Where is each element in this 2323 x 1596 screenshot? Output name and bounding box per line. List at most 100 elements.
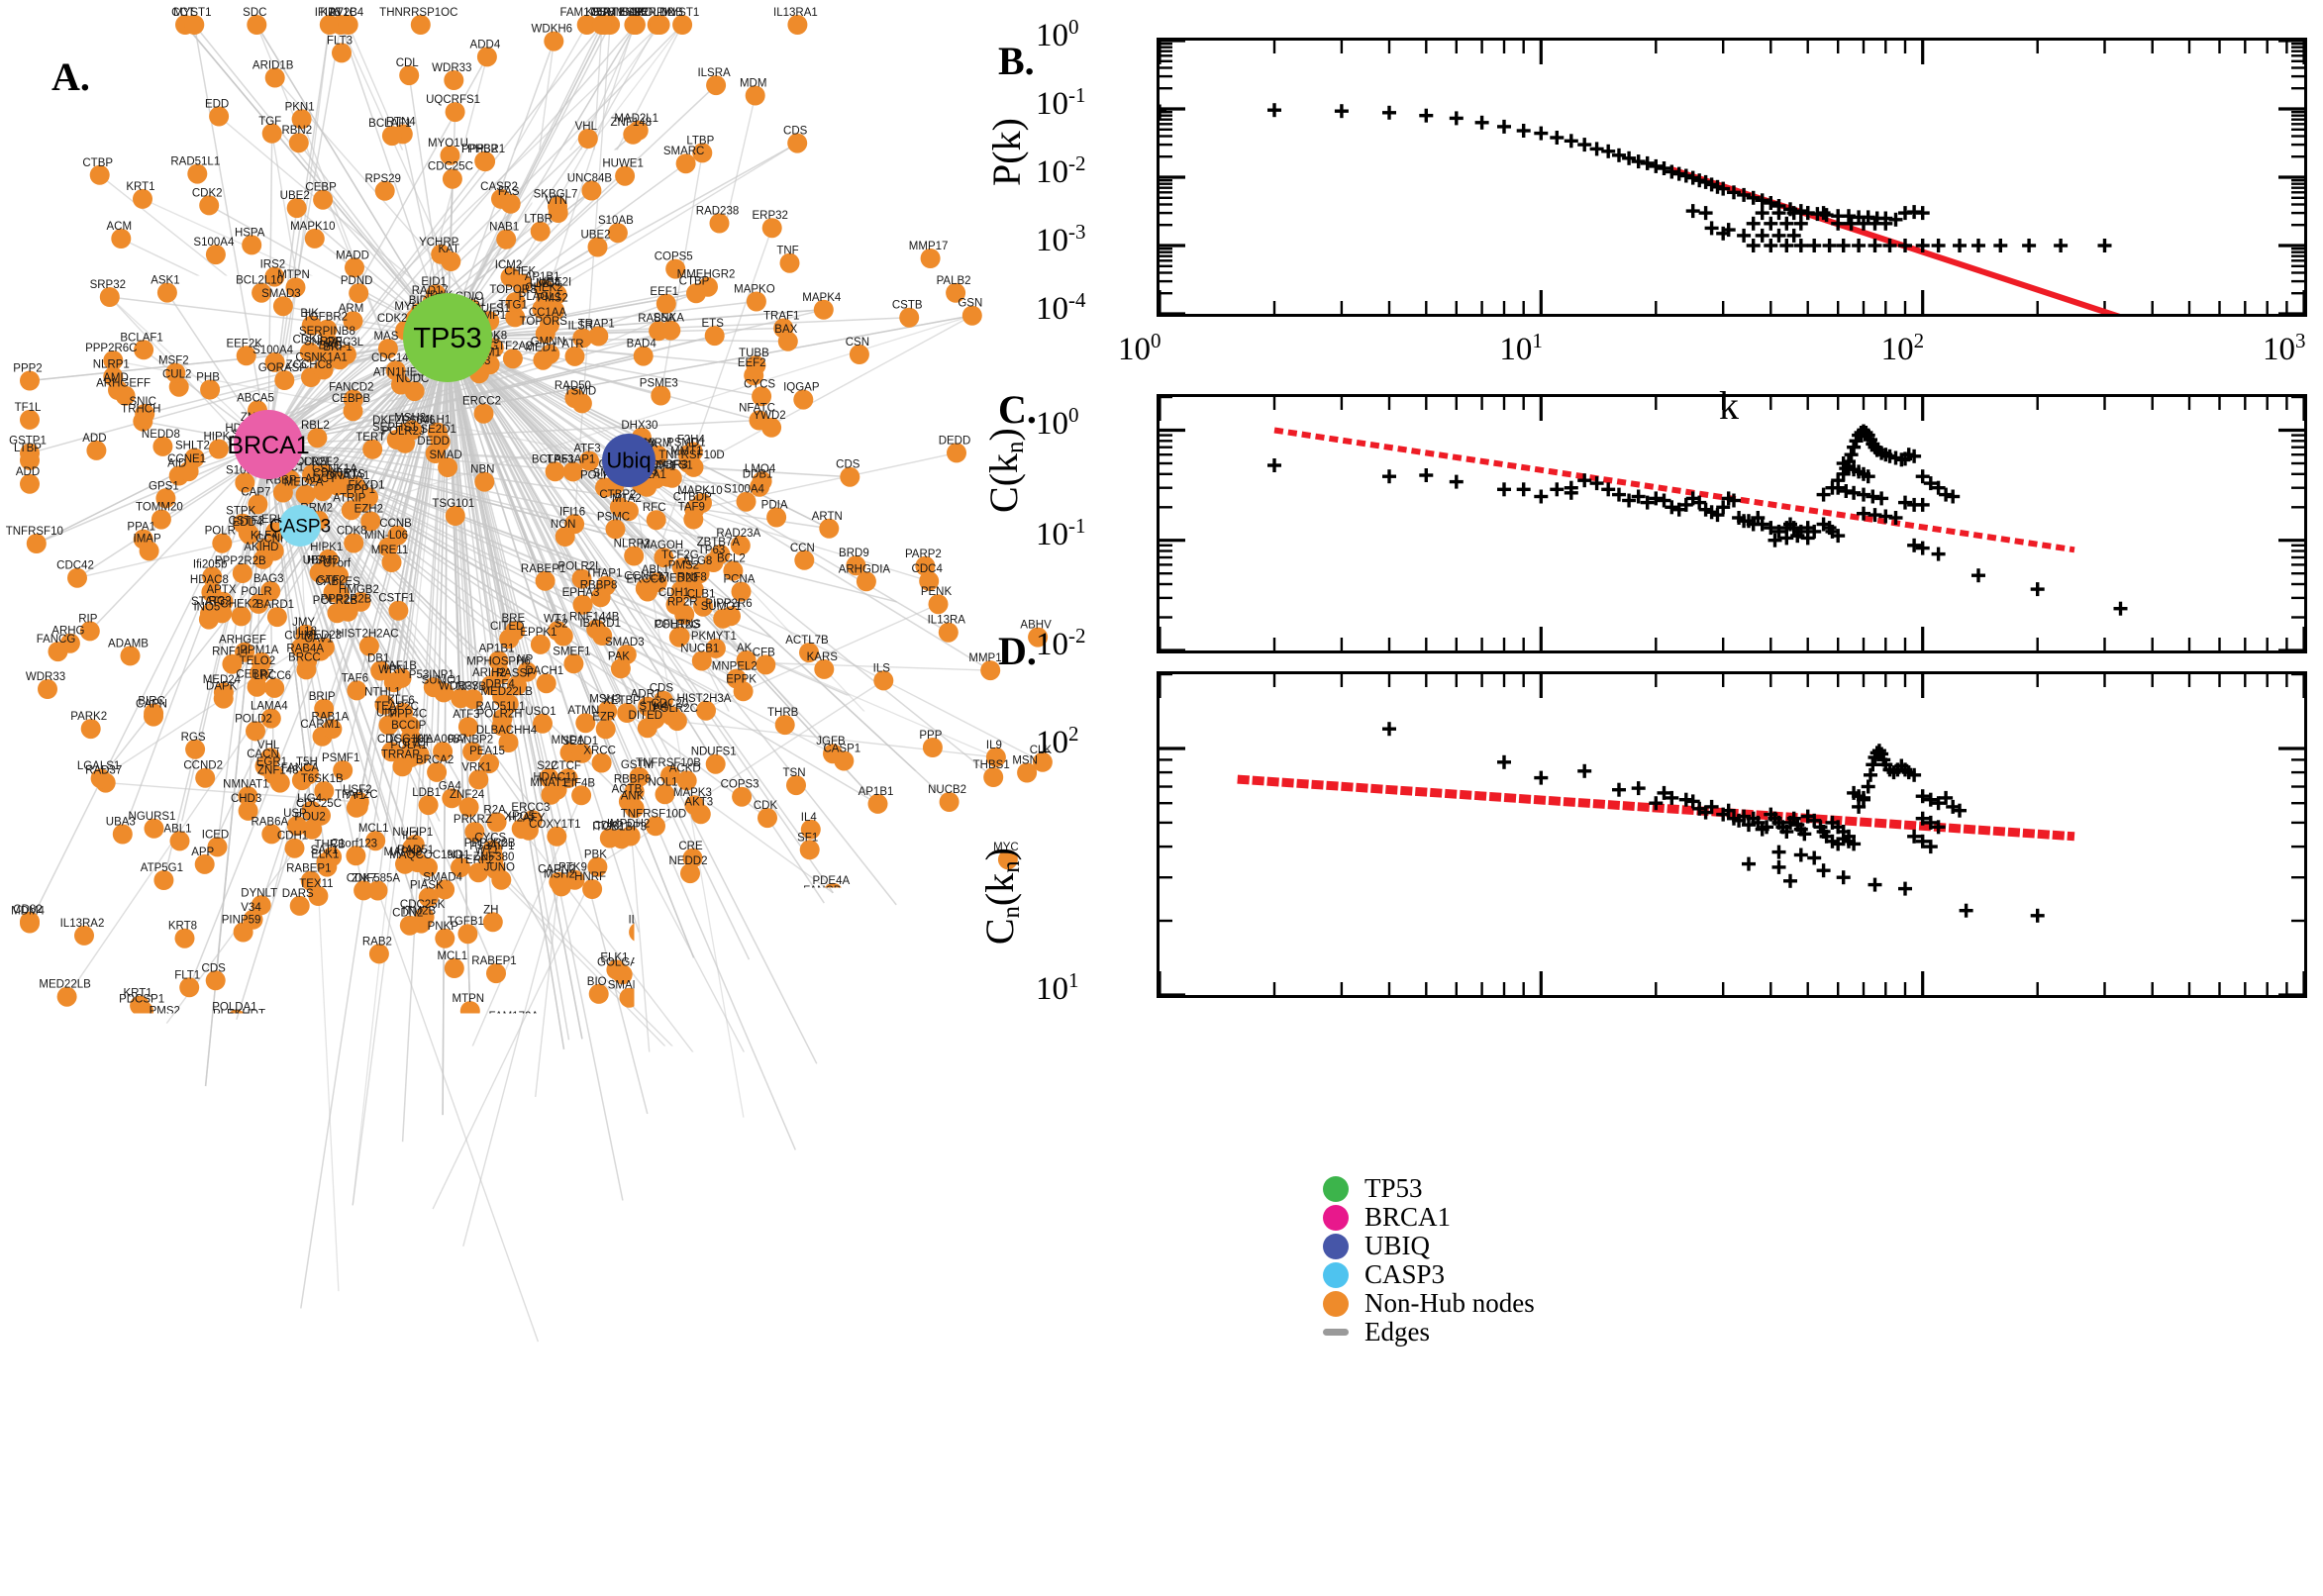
- panel-c-ytick-2: 10-2: [1036, 624, 1086, 663]
- data-point: [1857, 488, 1870, 502]
- network-node-label: CYCS: [744, 378, 775, 390]
- data-point: [1807, 239, 1821, 252]
- legend-label: Non-Hub nodes: [1364, 1290, 1535, 1317]
- network-node-label: THRB: [767, 707, 799, 719]
- network-node-label: CSN: [846, 337, 869, 349]
- network-node-label: CHEK: [504, 266, 536, 278]
- data-point: [1868, 878, 1882, 892]
- network-node-label: IL13RA: [928, 615, 966, 627]
- network-node-label: ATF3: [573, 444, 600, 455]
- network-node-label: NAB1: [489, 222, 519, 234]
- network-node-label: SDC: [243, 7, 266, 19]
- data-point: [1550, 482, 1564, 496]
- network-node-label: NON: [551, 519, 576, 531]
- network-node-label: LTBR: [524, 214, 553, 226]
- panel-b-ylabel: P(k): [983, 118, 1030, 186]
- network-node-label: CDS: [836, 459, 860, 471]
- network-node-label: ARHGDIA: [839, 563, 891, 575]
- network-node-label: IMAP: [134, 533, 161, 545]
- network-node-label: CCT: [601, 1121, 625, 1133]
- network-node-label: IBARD1: [579, 618, 621, 630]
- network-node-label: MED22LB: [39, 979, 91, 991]
- hub-node-label: TP53: [413, 323, 481, 354]
- network-node-label: NUCB2: [928, 784, 966, 796]
- network-node-label: SMAD3: [261, 288, 301, 300]
- panel-d-xtick-2: 102: [1881, 1382, 1925, 1422]
- network-node-label: PAK: [608, 650, 630, 662]
- data-point: [1737, 229, 1751, 243]
- data-point: [1475, 116, 1489, 130]
- network-node-label: UBE2: [580, 230, 610, 242]
- data-point: [1756, 206, 1769, 220]
- data-point: [1898, 496, 1912, 510]
- network-node-label: MRE11: [371, 545, 409, 556]
- network-node-label: MIN-L06: [364, 530, 408, 542]
- data-point: [1837, 239, 1851, 252]
- data-point: [1450, 111, 1464, 125]
- data-point: [1665, 500, 1678, 514]
- legend-item: TP53: [1323, 1174, 1551, 1203]
- data-point: [1939, 488, 1953, 502]
- network-node-label: DARS: [282, 888, 314, 900]
- network-node-label: ERP32: [752, 210, 787, 222]
- data-point: [1852, 239, 1866, 252]
- network-node-label: CDK7: [251, 1249, 281, 1261]
- data-point: [1382, 722, 1396, 736]
- network-node-label: ABL1: [163, 823, 191, 835]
- network-node-label: MNAT1: [530, 777, 567, 789]
- network-node-label: TGF: [258, 116, 281, 128]
- network-node-label: ARM: [339, 303, 364, 315]
- legend-item: UBIQ: [1323, 1232, 1551, 1260]
- data-point: [1747, 239, 1761, 252]
- data-point: [1772, 229, 1786, 243]
- data-point: [1497, 755, 1511, 769]
- network-node-label: PDIA: [761, 500, 788, 512]
- panel-b-xtick-0: 100: [1118, 329, 1162, 368]
- network-node-label: PPP2R2B: [321, 594, 372, 606]
- data-point: [2114, 602, 2128, 616]
- data-point: [1450, 475, 1464, 489]
- network-node-label: HIST2H2AC: [336, 629, 398, 641]
- network-node-label: SERPINB8: [299, 326, 355, 338]
- network-node-label: BAX: [774, 324, 797, 336]
- network-node-label: SMEF1: [553, 646, 590, 657]
- network-node-label: PINP59: [222, 915, 261, 927]
- data-point: [1916, 469, 1930, 483]
- network-node-label: SRP32: [90, 279, 126, 291]
- network-node-label: BAD4: [627, 339, 657, 350]
- network-node-label: MTPN: [277, 269, 310, 281]
- network-node-label: NUF: [730, 1100, 754, 1112]
- network-node-label: LGALS1: [77, 760, 120, 772]
- network-node-label: PIPSK1A: [417, 1097, 464, 1109]
- network-node-label: CSTB: [892, 300, 923, 312]
- network-node-label: MAPK10: [290, 221, 335, 233]
- network-node-label: MMP17: [909, 241, 949, 252]
- network-node-label: DB1: [367, 653, 389, 665]
- network-node-label: CCND2: [183, 760, 223, 772]
- data-point: [1907, 539, 1921, 552]
- panel-b-ytick-4: 10-4: [1036, 288, 1086, 328]
- network-node-label: CDC20: [651, 698, 688, 710]
- network-node-label: RIPK1: [283, 1020, 316, 1032]
- network-node-label: PKN1: [285, 101, 315, 113]
- network-node-label: STPK: [226, 506, 255, 518]
- network-node-label: CDC42: [56, 560, 94, 572]
- network-node-label: CHD3: [231, 793, 261, 805]
- network-node-label: RFC: [643, 502, 666, 514]
- network-node-label: IL2: [402, 831, 418, 843]
- network-node-label: ARTN: [812, 511, 843, 523]
- network-node-label: NBN: [470, 464, 494, 476]
- data-point: [1742, 857, 1756, 871]
- network-node-label: MAPK9: [384, 847, 423, 858]
- network-node-label: PCNA: [724, 574, 756, 586]
- network-node-label: EGR1: [256, 756, 287, 768]
- network-node-label: AKIHD: [244, 542, 278, 553]
- network-node-label: ELK1: [600, 951, 628, 963]
- network-node-label: MSH2: [394, 412, 426, 424]
- network-node-label: PMS2: [537, 292, 567, 304]
- network-node-label: VHL: [257, 740, 280, 751]
- data-point: [1866, 490, 1879, 504]
- network-node-label: SNKA: [654, 313, 685, 325]
- legend-label: BRCA1: [1364, 1204, 1451, 1231]
- network-node-label: AP1B1: [479, 644, 515, 655]
